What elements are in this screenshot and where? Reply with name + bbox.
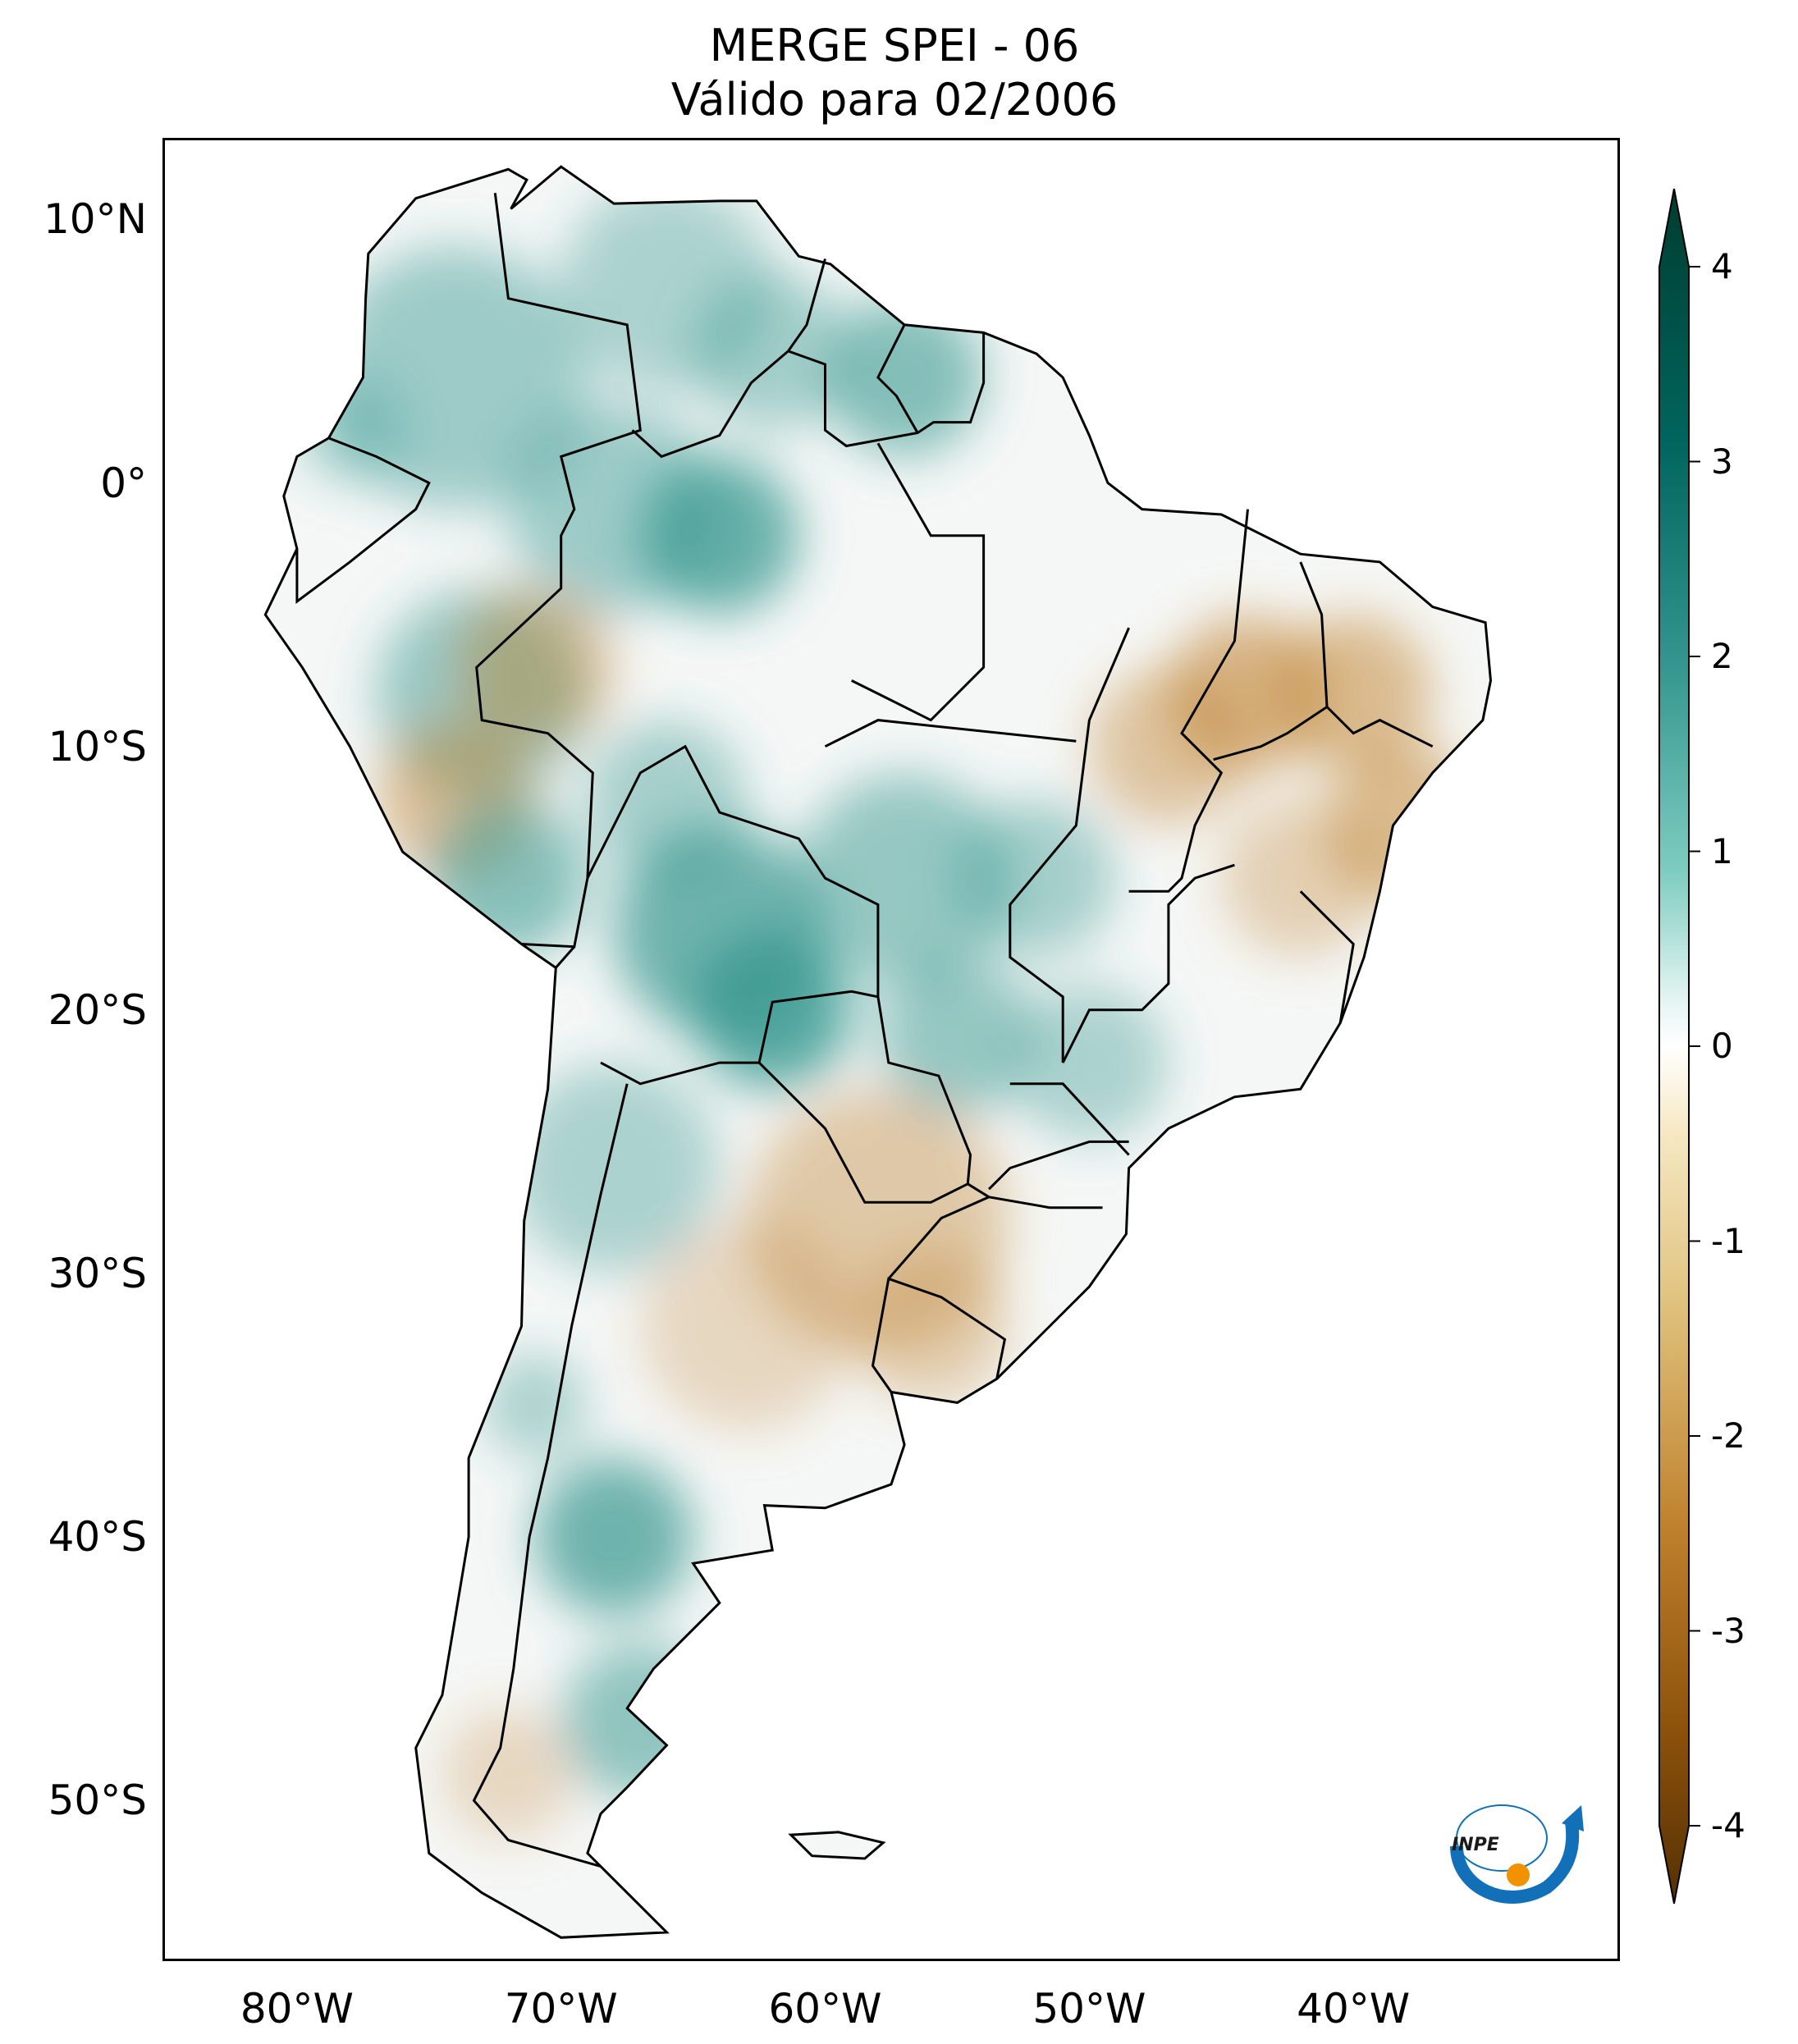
lon-tick-label: 40°W [1297,1985,1411,2033]
country-borders [263,165,1493,1939]
spei-anomaly-blob [482,1352,588,1458]
lon-tick-label: 80°W [240,1985,354,2033]
spei-anomaly-blob [534,1457,693,1616]
colorbar-tick-label: -1 [1711,1220,1745,1261]
border-line [1213,561,1329,761]
border-line [988,1140,1129,1191]
spei-anomaly-blob [851,1246,1010,1406]
colorbar-tick-label: 1 [1711,830,1733,871]
spei-anomaly-blob [1089,667,1248,826]
lat-tick-label: 10°S [48,722,147,771]
logo-orbit-icon [1456,1804,1548,1872]
lat-tick-label: 50°S [48,1776,147,1825]
logo-text: INPE [1452,1835,1499,1855]
border-line [871,1277,1007,1393]
border-line [1009,627,1130,1063]
spei-anomaly-blob [640,456,799,615]
border-line [475,193,642,949]
border-line [1299,890,1355,1024]
border-line [851,442,986,722]
colorbar [1658,188,1700,1905]
colorbar-tick-label: 4 [1711,246,1733,286]
spei-anomaly-blob [693,931,852,1090]
colorbar-tick-label: -4 [1711,1805,1745,1845]
spei-anomaly-blob [877,957,1036,1116]
spei-anomaly-blob [693,272,852,431]
border-line [876,324,919,434]
border-line [295,437,431,604]
spei-anomaly-blob [296,377,403,483]
title-line1: MERGE SPEI - 06 [709,20,1080,71]
colorbar-body [1658,188,1690,1905]
logo-dot-icon [1507,1863,1530,1886]
falklands-outline [788,1831,886,1860]
spei-anomaly-blob [441,1708,574,1841]
border-line [555,945,575,969]
lon-tick-label: 50°W [1032,1985,1146,2033]
lon-tick-label: 70°W [504,1985,618,2033]
inpe-logo: INPE [1450,1804,1584,1904]
colorbar-tick-label: 3 [1711,441,1733,482]
spei-anomaly-blob [1009,983,1169,1142]
colorbar-tick-label: -2 [1711,1415,1745,1456]
border-line [472,1083,629,1868]
spei-anomaly-blob [455,588,615,747]
lat-tick-label: 0° [100,459,147,507]
border-line [1325,706,1434,748]
spei-anomaly-blob [957,798,1116,958]
colorbar-tick-label: 2 [1711,636,1733,676]
coastline [263,165,1493,1939]
lon-tick-label: 60°W [768,1985,882,2033]
border-line [1128,509,1249,893]
title-line2: Válido para 02/2006 [670,74,1119,126]
map-canvas [263,165,1493,1939]
border-line [824,719,1077,748]
border-line [1009,1082,1130,1156]
spei-anomaly-blob [587,720,746,879]
spei-anomaly-blob [1274,615,1433,773]
spei-anomaly-blob [825,298,984,457]
border-line [631,350,789,459]
spei-anomaly-blob [640,1220,852,1432]
border-line [1061,863,1235,1063]
lat-tick-label: 40°S [48,1513,147,1562]
border-line [988,1196,1103,1209]
logo-arc-icon [1450,1820,1580,1904]
map-frame [162,138,1620,1961]
lat-tick-label: 20°S [48,985,147,1034]
border-line [586,744,880,1086]
spei-anomaly-blob [508,1063,720,1273]
lat-tick-label: 10°N [43,195,147,244]
border-line [887,1182,992,1280]
logo-arrow-icon [1562,1805,1584,1831]
border-line [786,258,986,448]
spei-anomaly-blob [1221,798,1380,958]
spei-anomaly-field [296,180,1486,1841]
lat-tick-label: 30°S [48,1249,147,1297]
colorbar-tick-label: 0 [1711,1026,1733,1066]
colorbar-tick-label: -3 [1711,1610,1745,1651]
spei-anomaly-blob [798,772,1010,984]
